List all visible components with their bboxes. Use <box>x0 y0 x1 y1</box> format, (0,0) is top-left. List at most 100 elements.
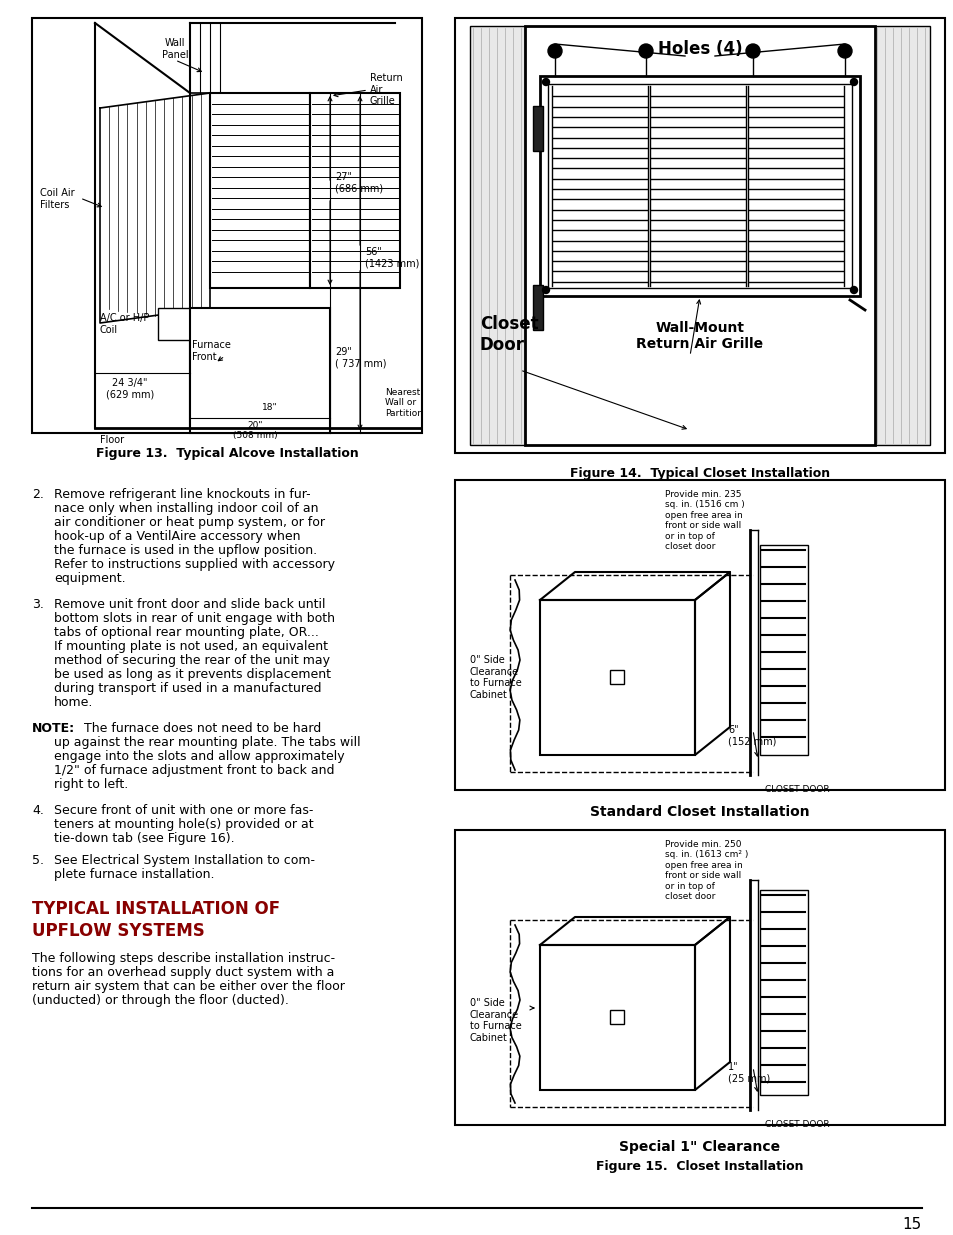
Text: Provide min. 250
sq. in. (1613 cm² )
open free area in
front or side wall
or in : Provide min. 250 sq. in. (1613 cm² ) ope… <box>664 840 747 902</box>
Text: teners at mounting hole(s) provided or at: teners at mounting hole(s) provided or a… <box>54 818 314 831</box>
Text: 27"
(686 mm): 27" (686 mm) <box>335 172 383 194</box>
Text: 0" Side
Clearance
to Furnace
Cabinet: 0" Side Clearance to Furnace Cabinet <box>470 998 521 1042</box>
Text: right to left.: right to left. <box>54 778 128 790</box>
Text: plete furnace installation.: plete furnace installation. <box>54 868 214 881</box>
Text: 20"
(508 mm): 20" (508 mm) <box>233 421 277 441</box>
Text: Provide min. 235
sq. in. (1516 cm )
open free area in
front or side wall
or in t: Provide min. 235 sq. in. (1516 cm ) open… <box>664 490 744 551</box>
Text: 1"
(25 mm): 1" (25 mm) <box>727 1062 769 1083</box>
Bar <box>455 830 944 1125</box>
Text: The following steps describe installation instruc-: The following steps describe installatio… <box>32 952 335 965</box>
Text: Closet
Door: Closet Door <box>479 315 538 353</box>
Bar <box>760 890 807 1095</box>
Bar <box>547 84 851 288</box>
Text: Furnace
Front: Furnace Front <box>192 340 231 362</box>
Text: 56"
(1423 mm): 56" (1423 mm) <box>365 247 419 269</box>
Text: tions for an overhead supply duct system with a: tions for an overhead supply duct system… <box>32 966 334 979</box>
Circle shape <box>837 44 851 58</box>
Text: 6"
(152 mm): 6" (152 mm) <box>727 725 776 747</box>
Bar <box>158 308 190 340</box>
Circle shape <box>542 287 549 294</box>
Bar <box>539 600 695 755</box>
Text: Wall
Panel: Wall Panel <box>161 38 188 59</box>
Bar <box>524 26 874 445</box>
Text: See Electrical System Installation to com-: See Electrical System Installation to co… <box>54 853 314 867</box>
Text: 15: 15 <box>902 1216 921 1233</box>
Text: CLOSET DOOR: CLOSET DOOR <box>764 785 829 794</box>
Circle shape <box>639 44 652 58</box>
Text: hook-up of a VentilAire accessory when: hook-up of a VentilAire accessory when <box>54 530 300 543</box>
Text: NOTE:: NOTE: <box>32 722 75 735</box>
Text: tabs of optional rear mounting plate, OR...: tabs of optional rear mounting plate, OR… <box>54 626 318 638</box>
Text: Standard Closet Installation: Standard Closet Installation <box>590 805 809 819</box>
Bar <box>539 945 695 1091</box>
Bar <box>470 26 524 445</box>
Polygon shape <box>539 572 729 600</box>
Text: Figure 13.  Typical Alcove Installation: Figure 13. Typical Alcove Installation <box>95 447 358 459</box>
Bar <box>455 19 944 453</box>
Bar <box>190 308 330 433</box>
Text: nace only when installing indoor coil of an: nace only when installing indoor coil of… <box>54 501 318 515</box>
Bar <box>609 1010 623 1024</box>
Text: If mounting plate is not used, an equivalent: If mounting plate is not used, an equiva… <box>54 640 328 653</box>
Text: TYPICAL INSTALLATION OF: TYPICAL INSTALLATION OF <box>32 900 280 918</box>
Text: 4.: 4. <box>32 804 44 818</box>
Text: 0" Side
Clearance
to Furnace
Cabinet: 0" Side Clearance to Furnace Cabinet <box>470 655 521 700</box>
Circle shape <box>745 44 760 58</box>
Polygon shape <box>539 918 729 945</box>
Text: Special 1" Clearance: Special 1" Clearance <box>618 1140 780 1153</box>
Bar <box>32 19 421 433</box>
Text: (unducted) or through the floor (ducted).: (unducted) or through the floor (ducted)… <box>32 994 289 1007</box>
Text: Floor: Floor <box>100 435 124 445</box>
Text: Secure front of unit with one or more fas-: Secure front of unit with one or more fa… <box>54 804 313 818</box>
Bar <box>310 93 399 288</box>
Text: 1/2" of furnace adjustment front to back and: 1/2" of furnace adjustment front to back… <box>54 764 335 777</box>
Text: air conditioner or heat pump system, or for: air conditioner or heat pump system, or … <box>54 516 325 529</box>
Bar <box>455 480 944 790</box>
Text: method of securing the rear of the unit may: method of securing the rear of the unit … <box>54 655 330 667</box>
Text: the furnace is used in the upflow position.: the furnace is used in the upflow positi… <box>54 543 316 557</box>
Circle shape <box>850 287 857 294</box>
Text: equipment.: equipment. <box>54 572 126 585</box>
Bar <box>533 106 542 151</box>
Text: 29"
( 737 mm): 29" ( 737 mm) <box>335 347 386 369</box>
Text: 5.: 5. <box>32 853 44 867</box>
Text: be used as long as it prevents displacement: be used as long as it prevents displacem… <box>54 668 331 680</box>
Text: 2.: 2. <box>32 488 44 501</box>
Bar <box>210 93 310 288</box>
Text: tie-down tab (see Figure 16).: tie-down tab (see Figure 16). <box>54 832 234 845</box>
Bar <box>760 545 807 755</box>
Text: Remove unit front door and slide back until: Remove unit front door and slide back un… <box>54 598 325 611</box>
Text: 18": 18" <box>262 403 277 412</box>
Text: engage into the slots and allow approximately: engage into the slots and allow approxim… <box>54 750 344 763</box>
Text: Remove refrigerant line knockouts in fur-: Remove refrigerant line knockouts in fur… <box>54 488 311 501</box>
Text: Refer to instructions supplied with accessory: Refer to instructions supplied with acce… <box>54 558 335 571</box>
Text: up against the rear mounting plate. The tabs will: up against the rear mounting plate. The … <box>54 736 360 748</box>
Bar <box>533 285 542 330</box>
Text: home.: home. <box>54 697 93 709</box>
Text: A/C or H/P
Coil: A/C or H/P Coil <box>100 312 150 335</box>
Text: Figure 14.  Typical Closet Installation: Figure 14. Typical Closet Installation <box>569 467 829 480</box>
Bar <box>609 671 623 684</box>
Text: Nearest
Wall or
Partition: Nearest Wall or Partition <box>385 388 422 417</box>
Text: Coil Air
Filters: Coil Air Filters <box>40 188 74 210</box>
Text: Holes (4): Holes (4) <box>657 40 741 58</box>
Text: Wall-Mount
Return Air Grille: Wall-Mount Return Air Grille <box>636 321 762 351</box>
Polygon shape <box>695 918 729 1091</box>
Text: Figure 15.  Closet Installation: Figure 15. Closet Installation <box>596 1160 803 1173</box>
Text: return air system that can be either over the floor: return air system that can be either ove… <box>32 981 345 993</box>
Text: Return
Air
Grille: Return Air Grille <box>370 73 402 106</box>
Polygon shape <box>100 93 210 324</box>
Circle shape <box>542 79 549 85</box>
Bar <box>874 26 929 445</box>
Text: CLOSET DOOR: CLOSET DOOR <box>764 1120 829 1129</box>
Polygon shape <box>695 572 729 755</box>
Text: during transport if used in a manufactured: during transport if used in a manufactur… <box>54 682 321 695</box>
Text: bottom slots in rear of unit engage with both: bottom slots in rear of unit engage with… <box>54 613 335 625</box>
Circle shape <box>850 79 857 85</box>
Text: UPFLOW SYSTEMS: UPFLOW SYSTEMS <box>32 923 205 940</box>
Text: 24 3/4"
(629 mm): 24 3/4" (629 mm) <box>106 378 154 400</box>
Bar <box>539 77 859 296</box>
Text: 3.: 3. <box>32 598 44 611</box>
Text: The furnace does not need to be hard: The furnace does not need to be hard <box>76 722 321 735</box>
Circle shape <box>547 44 561 58</box>
